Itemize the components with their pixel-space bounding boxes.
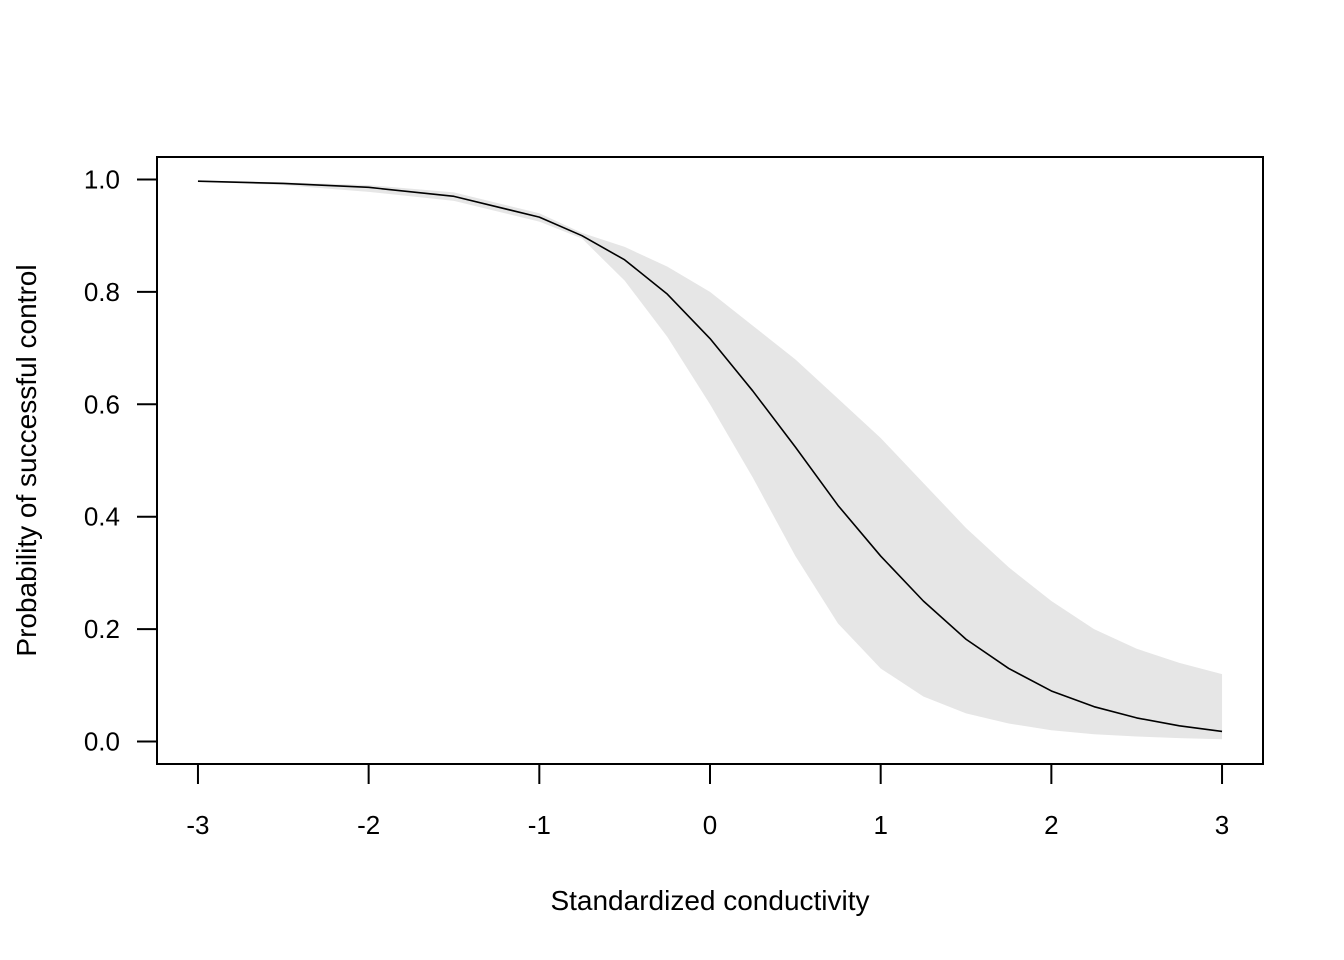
y-tick-label: 0.0	[84, 727, 120, 757]
y-axis-title: Probability of successful control	[11, 264, 42, 656]
fitted-line-layer	[197, 180, 1223, 733]
x-tick-label: 2	[1044, 810, 1058, 840]
y-tick-label: 0.4	[84, 502, 120, 532]
x-axis-title: Standardized conductivity	[550, 885, 869, 916]
x-tick-label: -3	[186, 810, 209, 840]
y-tick-label: 0.6	[84, 389, 120, 419]
x-tick-label: -2	[357, 810, 380, 840]
y-axis: 0.0 0.2 0.4 0.6 0.8 1.0	[84, 164, 158, 757]
x-tick-label: 1	[873, 810, 887, 840]
x-tick-label: 3	[1215, 810, 1229, 840]
x-tick-label: 0	[703, 810, 717, 840]
confidence-band	[197, 180, 1223, 740]
confidence-band-layer	[197, 180, 1223, 740]
y-tick-label: 0.8	[84, 277, 120, 307]
fitted-curve	[197, 180, 1223, 733]
y-tick-label: 0.2	[84, 614, 120, 644]
y-tick-label: 1.0	[84, 164, 120, 194]
x-tick-label: -1	[528, 810, 551, 840]
x-axis: -3 -2 -1 0 1 2 3	[186, 763, 1229, 840]
